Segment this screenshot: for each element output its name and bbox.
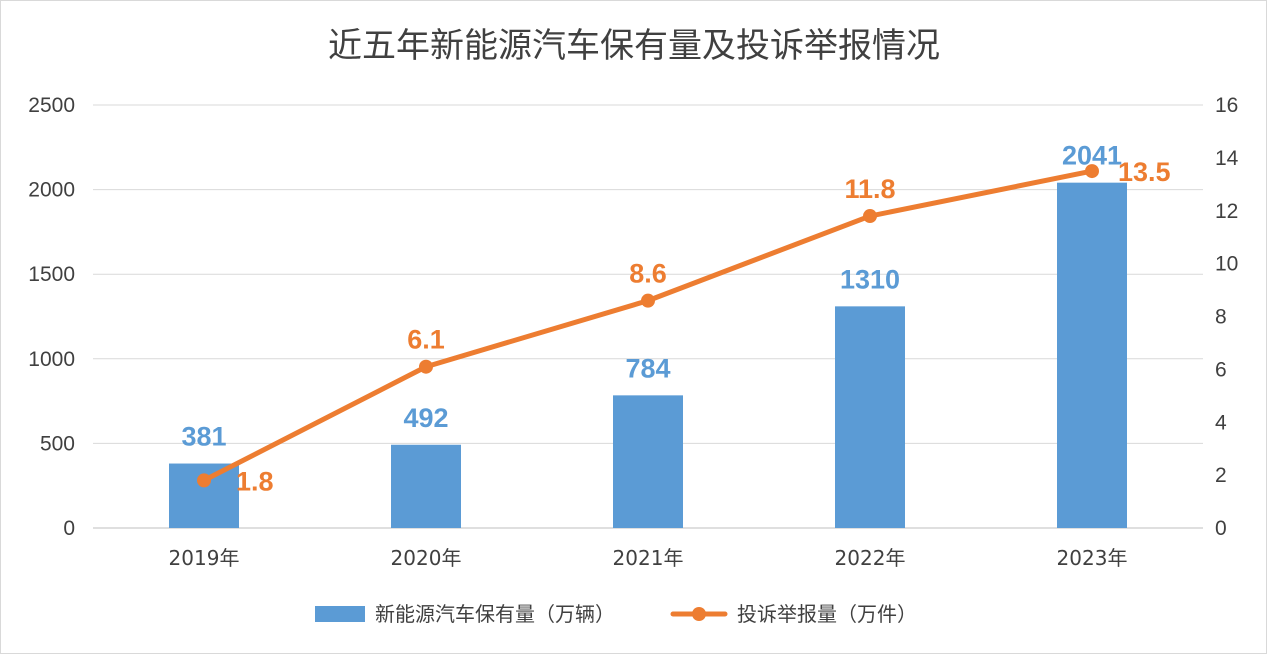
data-labels: 381 492 784 1310 2041 1.8 6.1 8.6 11.8 13.5 (181, 141, 1170, 497)
bar-series (169, 182, 1127, 529)
legend-marker-line (692, 607, 706, 621)
right-axis-tick-label: 6 (1215, 358, 1227, 381)
right-axis-tick-label: 0 (1215, 517, 1227, 540)
legend-label-line: 投诉举报量（万件） (737, 602, 917, 626)
line-point (1085, 164, 1099, 179)
legend-swatch-bars (315, 606, 365, 622)
line-series (197, 164, 1099, 488)
legend: 新能源汽车保有量（万辆） 投诉举报量（万件） (315, 602, 917, 626)
right-axis-tick-label: 8 (1215, 306, 1227, 329)
line-data-label: 6.1 (407, 325, 445, 355)
bar (169, 463, 239, 528)
right-axis-tick-label: 12 (1215, 200, 1238, 223)
left-axis-tick-label: 2500 (28, 94, 75, 117)
bar (391, 444, 461, 528)
line-data-label: 11.8 (844, 174, 895, 204)
category-axis: 2019年 2020年 2021年 2022年 2023年 (169, 546, 1128, 570)
chart-title: 近五年新能源汽车保有量及投诉举报情况 (328, 26, 940, 66)
right-axis-tick-label: 14 (1215, 147, 1239, 170)
line-point (419, 359, 433, 374)
line-point (863, 209, 877, 224)
legend-label-bars: 新能源汽车保有量（万辆） (375, 602, 615, 626)
right-axis-tick-label: 16 (1215, 94, 1238, 117)
left-axis-tick-label: 2000 (28, 179, 75, 202)
right-axis-tick-label: 4 (1215, 411, 1227, 434)
left-axis-tick-label: 1500 (28, 263, 75, 286)
left-axis-tick-label: 500 (40, 432, 75, 455)
line-data-label: 1.8 (236, 466, 274, 496)
category-label: 2022年 (835, 546, 906, 570)
right-axis: 0 2 4 6 8 10 12 14 16 (1215, 94, 1239, 540)
category-label: 2023年 (1057, 546, 1128, 570)
bar (1057, 182, 1127, 529)
right-axis-tick-label: 2 (1215, 464, 1227, 487)
left-axis-tick-label: 0 (63, 517, 75, 540)
category-label: 2019年 (169, 546, 240, 570)
bar-data-label: 1310 (840, 264, 900, 294)
line-data-label: 8.6 (629, 259, 667, 289)
bar-data-label: 381 (181, 422, 226, 452)
bar-data-label: 492 (403, 403, 448, 433)
category-label: 2020年 (391, 546, 462, 570)
left-axis: 0 500 1000 1500 2000 2500 (28, 94, 75, 540)
left-axis-tick-label: 1000 (28, 348, 75, 371)
bar (835, 306, 905, 528)
line-point (641, 293, 655, 308)
line-data-label: 13.5 (1118, 157, 1171, 187)
category-label: 2021年 (613, 546, 684, 570)
bar-data-label: 2041 (1062, 141, 1122, 171)
right-axis-tick-label: 10 (1215, 253, 1238, 276)
bar (613, 395, 683, 528)
line-point (197, 473, 211, 488)
bar-data-label: 784 (625, 353, 670, 383)
